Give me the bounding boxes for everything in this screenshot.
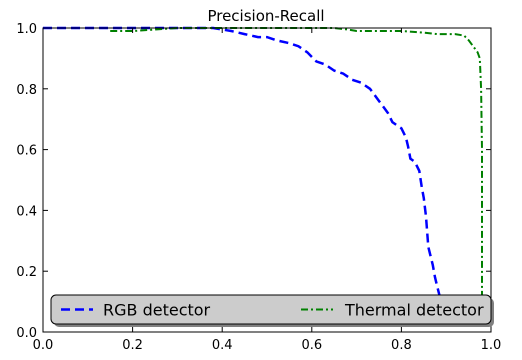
legend-box bbox=[50, 294, 492, 325]
series-layer bbox=[43, 26, 483, 317]
chart-title: Precision-Recall bbox=[207, 7, 324, 25]
series-line-1 bbox=[110, 27, 483, 302]
ticks-layer: 0.0 0.2 0.4 0.6 0.8 1.0 0.0 0.2 0.4 0.6 0.8 1.0 bbox=[16, 22, 501, 353]
legend: RGB detector Thermal detector bbox=[50, 294, 494, 327]
y-tick-label: 1.0 bbox=[16, 22, 37, 37]
x-tick-label: 0.8 bbox=[391, 338, 412, 353]
series-line-0 bbox=[43, 26, 445, 317]
legend-label-0: RGB detector bbox=[103, 301, 211, 320]
y-tick-label: 0.4 bbox=[16, 204, 37, 219]
x-tick-label: 1.0 bbox=[481, 338, 502, 353]
x-tick-label: 0.2 bbox=[122, 338, 143, 353]
x-tick-label: 0.6 bbox=[301, 338, 322, 353]
legend-label-1: Thermal detector bbox=[344, 301, 484, 320]
x-tick-label: 0.0 bbox=[33, 338, 54, 353]
y-tick-label: 0.6 bbox=[16, 144, 37, 159]
y-tick-label: 0.2 bbox=[16, 265, 37, 280]
y-tick-label: 0.0 bbox=[16, 326, 37, 341]
plot-area bbox=[43, 28, 491, 332]
y-tick-label: 0.8 bbox=[16, 83, 37, 98]
x-tick-label: 0.4 bbox=[212, 338, 233, 353]
plot-frame bbox=[42, 27, 492, 333]
